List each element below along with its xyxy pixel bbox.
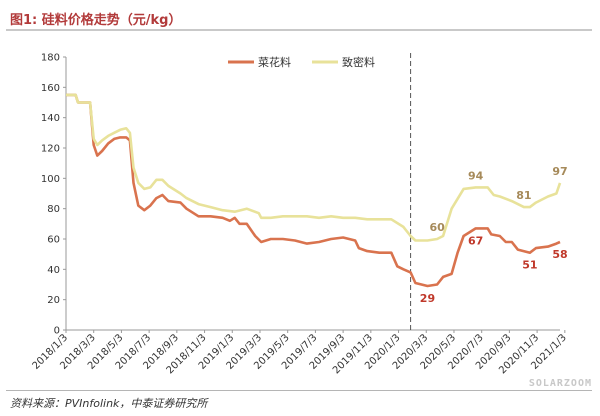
legend-label: 致密料: [342, 55, 375, 69]
data-label: 29: [420, 292, 435, 305]
data-label: 81: [516, 189, 531, 202]
data-label: 51: [522, 259, 537, 272]
axes: [63, 56, 566, 333]
y-tick-label: 0: [54, 326, 60, 337]
y-tick-label: 140: [41, 113, 60, 124]
y-tick-label: 60: [47, 235, 60, 246]
y-tick-label: 180: [41, 53, 60, 64]
y-tick-label: 80: [47, 204, 60, 215]
data-label: 60: [429, 221, 445, 234]
source-rule: [6, 390, 592, 391]
series-line-2: [66, 93, 562, 242]
y-tick-label: 100: [41, 174, 60, 185]
watermark: SOLARZOOM: [528, 378, 592, 389]
chart-title: 图1: 硅料价格走势（元/kg）: [10, 13, 182, 28]
series-line-1: [66, 93, 561, 288]
y-tick-label: 160: [41, 83, 60, 94]
y-tick-label: 120: [41, 144, 60, 155]
legend: 菜花料 致密料: [228, 55, 375, 69]
source-note: 资料来源：PVInfolink，中泰证券研究所: [10, 397, 208, 410]
y-tick-labels: 0 20 40 60 80 100 120 140 160 180: [41, 53, 60, 337]
title-rule: [6, 29, 592, 31]
data-label: 97: [552, 165, 567, 178]
y-tick-label: 20: [47, 295, 60, 306]
x-tick-labels: 2018/1/32018/3/32018/5/32018/7/32018/9/3…: [31, 332, 569, 376]
series-lines: [66, 93, 562, 288]
data-label: 58: [552, 248, 567, 261]
y-tick-label: 40: [47, 265, 60, 276]
data-labels: 29 67 51 58 60 94 81 97: [420, 165, 568, 305]
data-label: 94: [468, 169, 484, 182]
legend-label: 菜花料: [258, 55, 291, 69]
data-label: 67: [468, 234, 483, 247]
